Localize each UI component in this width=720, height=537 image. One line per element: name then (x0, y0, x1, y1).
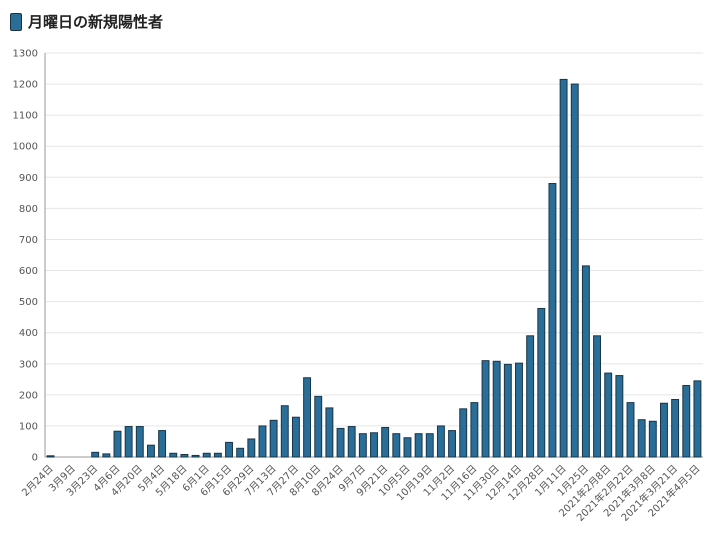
bar (559, 78, 568, 458)
bar (258, 425, 267, 458)
bar (247, 438, 256, 458)
y-tick-label: 1100 (13, 111, 38, 122)
bar (46, 455, 55, 458)
bar (291, 416, 300, 458)
bar (537, 307, 546, 458)
bar (581, 265, 590, 458)
y-tick-label: 800 (19, 204, 38, 215)
y-tick-label: 900 (19, 173, 38, 184)
bar (336, 427, 345, 458)
y-tick-label: 0 (32, 453, 38, 464)
bar (403, 437, 412, 458)
y-tick-label: 200 (19, 390, 38, 401)
bar (347, 426, 356, 458)
bar (526, 335, 535, 458)
bar (225, 441, 233, 458)
bar (236, 447, 245, 458)
bar (91, 451, 100, 458)
bar (503, 363, 512, 458)
bar (470, 402, 479, 458)
bar (648, 420, 657, 458)
bar (626, 402, 635, 458)
legend-label: 月曜日の新規陽性者 (28, 13, 164, 31)
bar (637, 419, 646, 458)
bar (693, 380, 702, 458)
legend-swatch (10, 12, 22, 31)
bar (593, 335, 602, 458)
y-tick-label: 1300 (13, 49, 38, 60)
bar (358, 433, 367, 458)
bar (169, 452, 178, 458)
bar (660, 402, 668, 458)
bar (615, 375, 624, 458)
bar (202, 452, 211, 458)
bar (671, 399, 680, 458)
bar (146, 444, 155, 458)
y-tick-label: 400 (19, 328, 38, 339)
y-tick-label: 700 (19, 235, 38, 246)
bar (124, 426, 133, 458)
bar (381, 426, 390, 458)
bar (414, 433, 423, 458)
y-tick-label: 1000 (13, 142, 38, 153)
bar (303, 377, 312, 458)
bar (436, 425, 445, 458)
bar (448, 430, 457, 458)
bar (191, 454, 200, 458)
bar (570, 83, 579, 458)
bar (370, 432, 378, 458)
y-tick-label: 100 (19, 421, 38, 432)
chart-legend: 月曜日の新規陽性者 (10, 11, 163, 32)
bar (325, 407, 334, 458)
bar (682, 385, 691, 458)
bar (515, 362, 523, 458)
bar (269, 419, 278, 458)
bar (280, 405, 289, 458)
y-tick-label: 600 (19, 266, 38, 277)
y-tick-label: 1200 (13, 80, 38, 91)
bar (113, 430, 122, 458)
bar (213, 452, 222, 458)
bar (425, 433, 434, 458)
bar (102, 453, 111, 458)
x-tick-label: 2月24日 (20, 463, 56, 499)
bar (459, 408, 468, 458)
y-tick-label: 300 (19, 359, 38, 370)
bar (604, 372, 613, 458)
bar (158, 430, 167, 458)
bar (481, 360, 490, 458)
bar (314, 395, 323, 458)
y-tick-label: 500 (19, 297, 38, 308)
bar (392, 433, 401, 458)
bar (548, 183, 557, 458)
bar (135, 426, 144, 458)
bar (180, 454, 189, 458)
bar (492, 360, 501, 458)
